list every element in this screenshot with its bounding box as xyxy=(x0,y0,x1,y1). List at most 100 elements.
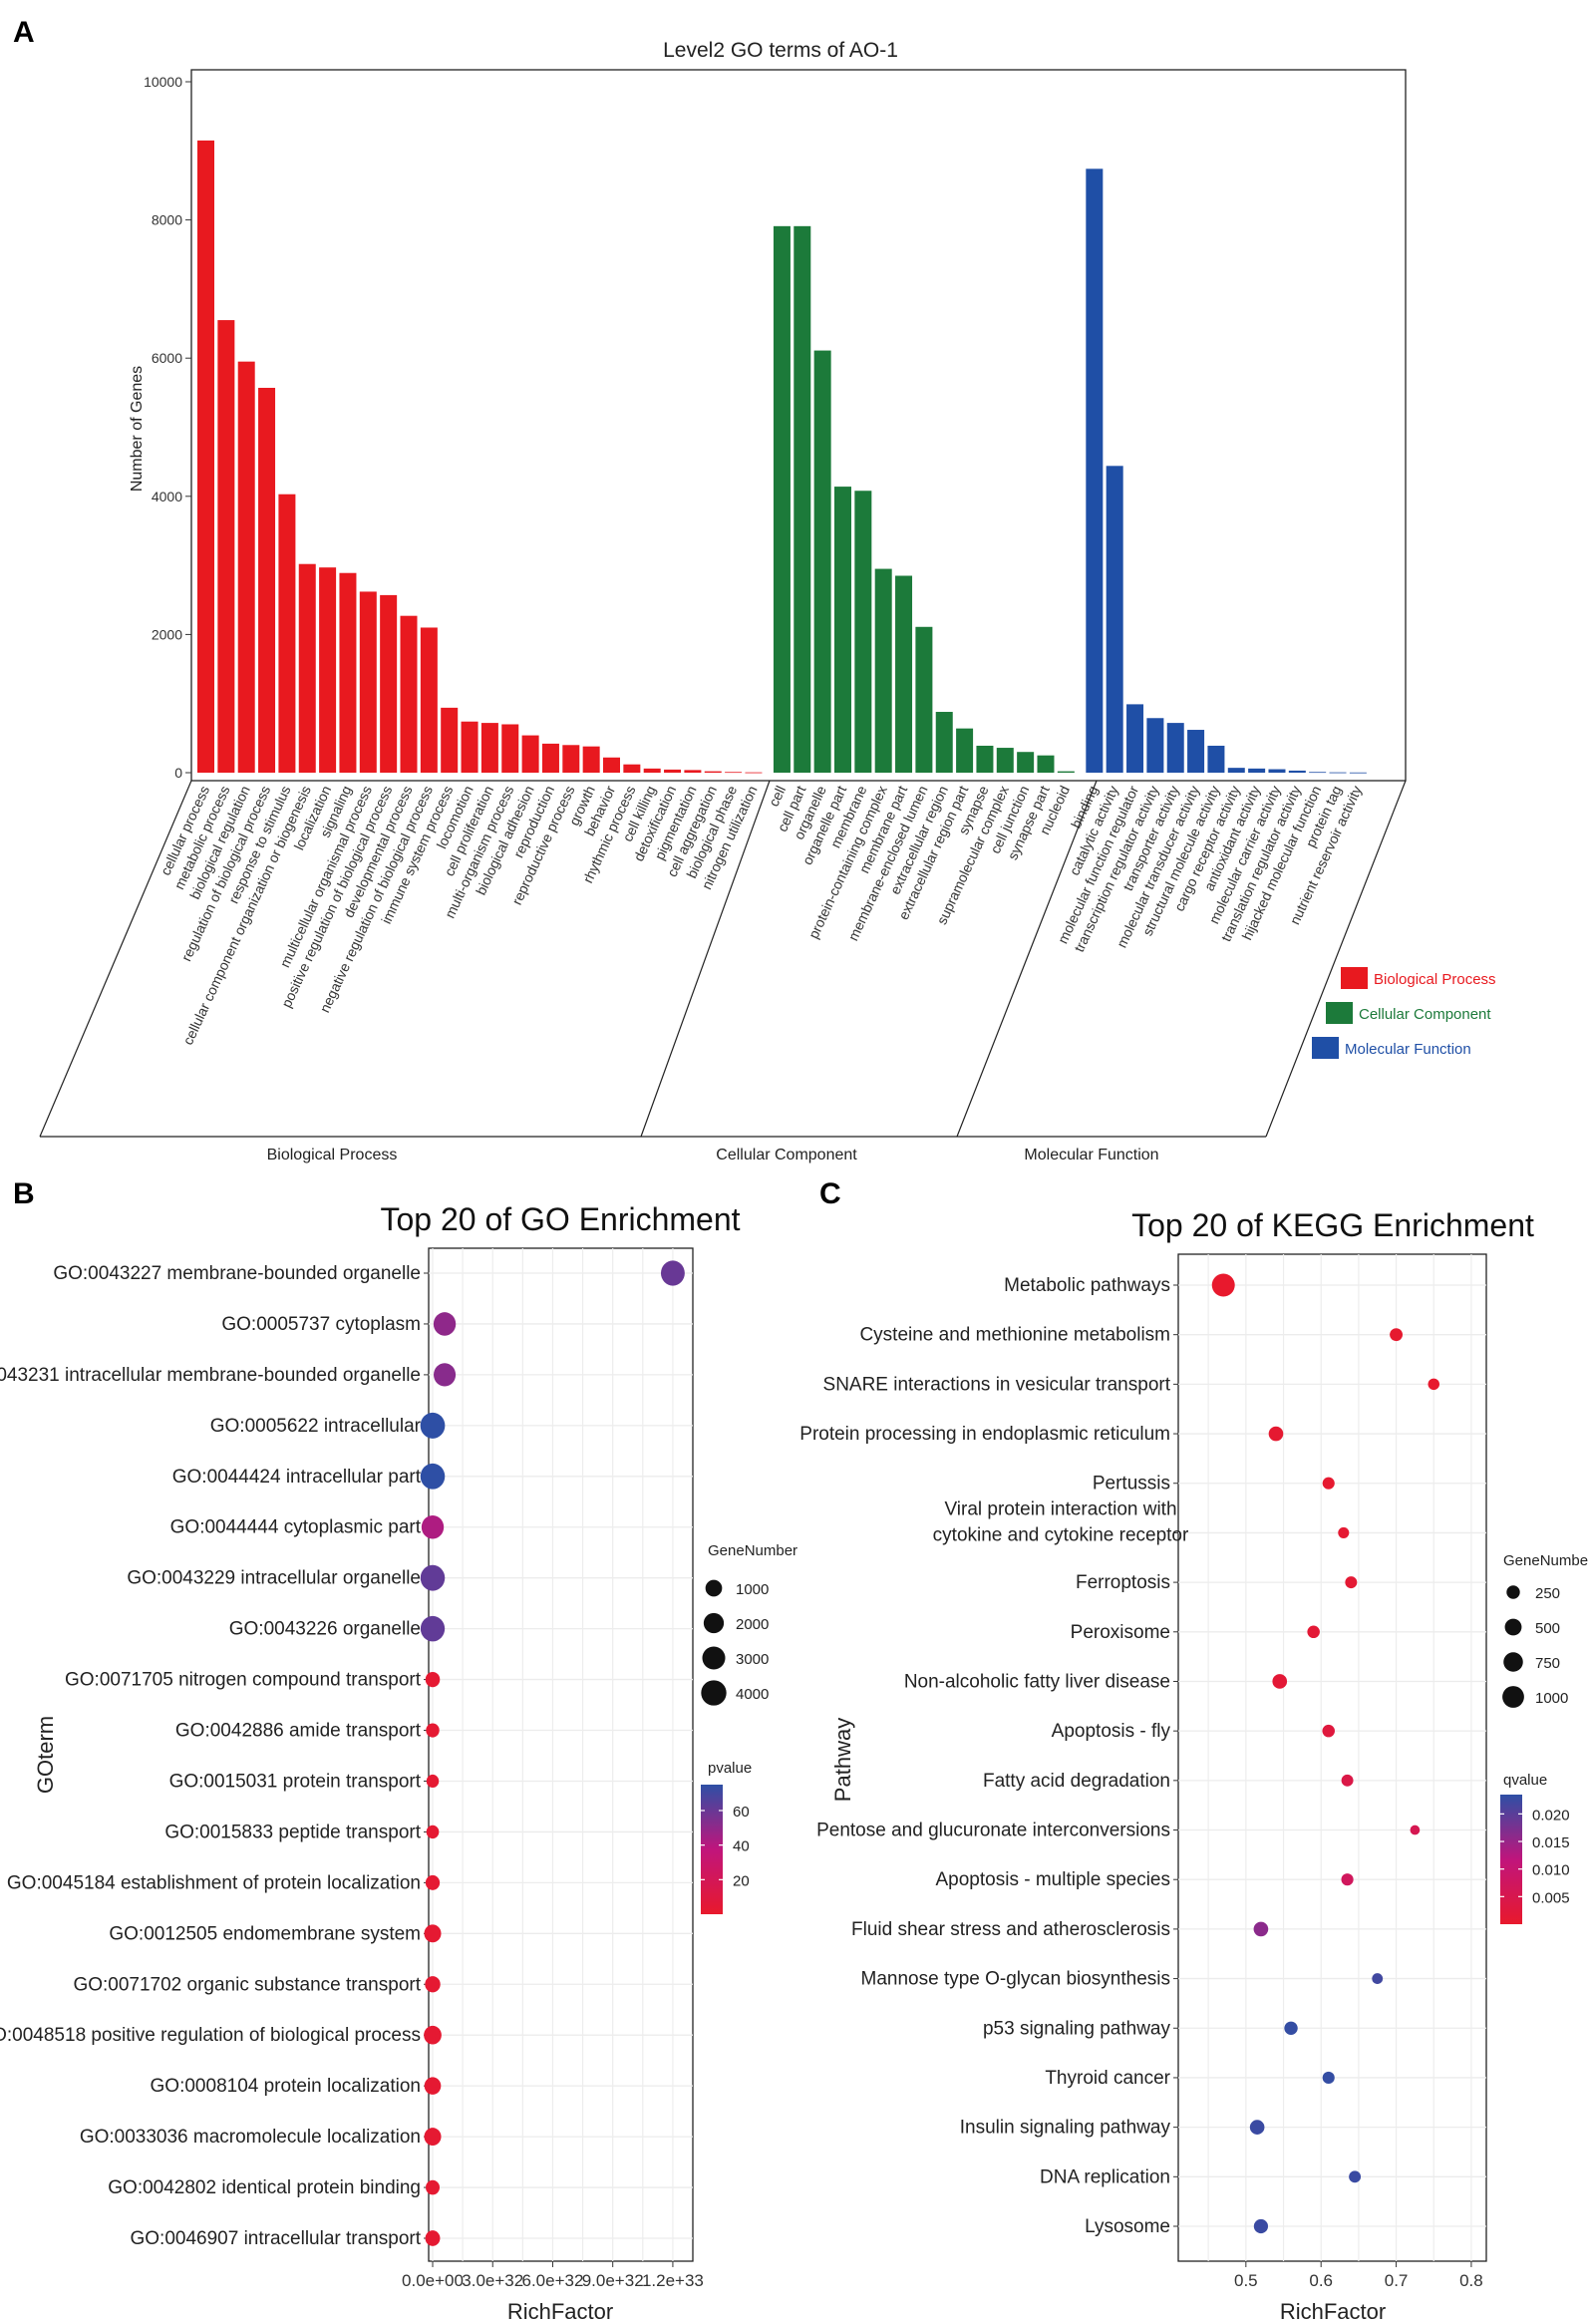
point-go-0008104-protein-localization xyxy=(424,2077,442,2095)
point-apoptosis-fly xyxy=(1322,1724,1335,1738)
chart-b-term-labels: GO:0043227 membrane-bounded organelle GO:… xyxy=(0,1263,429,2249)
point-non-alcoholic-fatty-liver-disease xyxy=(1272,1674,1288,1689)
y-tick-label: 4000 xyxy=(152,489,182,504)
chart-c-points xyxy=(1211,1273,1439,2234)
chart-b-grid xyxy=(429,1248,693,2261)
term-label-go-0043231-intracellular-membrane-bounded-organelle: GO:0043231 intracellular membrane-bounde… xyxy=(0,1365,421,1386)
bar-multi-organism-process xyxy=(501,724,519,773)
chart-b-plot-border xyxy=(428,1247,694,2262)
bar-locomotion xyxy=(461,721,478,773)
bar-membrane-part xyxy=(895,575,913,773)
bar-reproductive-process xyxy=(562,745,580,773)
point-go-0042802-identical-protein-binding xyxy=(426,2179,441,2195)
term-label-go-0046907-intracellular-transport: GO:0046907 intracellular transport xyxy=(131,2228,422,2249)
bar-cargo-receptor-activity xyxy=(1227,768,1245,773)
size-legend-label: 3000 xyxy=(736,1651,769,1668)
bar-structural-molecule-activity xyxy=(1207,745,1225,773)
point-peroxisome xyxy=(1307,1625,1320,1639)
term-label-go-0008104-protein-localization: GO:0008104 protein localization xyxy=(151,2076,421,2097)
chart-b-y-axis-label: GOterm xyxy=(33,1716,58,1794)
term-label-mannose-type-o-glycan-biosynthesis: Mannose type O-glycan biosynthesis xyxy=(861,1969,1171,1990)
kegg-enrichment-bubble-chart: Top 20 of KEGG Enrichment Metabolic path… xyxy=(799,1207,1589,2324)
bar-supramolecular-complex xyxy=(996,748,1014,773)
panel-label-b: B xyxy=(13,1177,35,1210)
point-insulin-signaling-pathway xyxy=(1249,2120,1265,2135)
bar-extracellular-region xyxy=(935,712,953,773)
group-label-biological-process: Biological Process xyxy=(267,1147,398,1163)
bar-nitrogen-utilization xyxy=(745,772,763,774)
y-tick-label: 8000 xyxy=(152,212,182,228)
point-go-0005737-cytoplasm xyxy=(433,1312,457,1336)
term-label-go-0012505-endomembrane-system: GO:0012505 endomembrane system xyxy=(109,1923,421,1944)
legend-label-biological-process: Biological Process xyxy=(1374,971,1496,988)
bar-multicellular-organismal-process xyxy=(359,591,377,773)
bar-nucleoid xyxy=(1057,771,1075,773)
term-label-go-0042802-identical-protein-binding: GO:0042802 identical protein binding xyxy=(108,2177,421,2198)
size-legend-label: 2000 xyxy=(736,1616,769,1633)
point-mannose-type-o-glycan-biosynthesis xyxy=(1372,1973,1384,1984)
point-go-0005622-intracellular xyxy=(420,1412,446,1439)
bar-antioxidant-activity xyxy=(1248,768,1266,773)
color-legend-bar xyxy=(1500,1795,1522,1924)
color-legend-label: 0.010 xyxy=(1532,1862,1570,1879)
point-go-0043231-intracellular-membrane-bounded-organelle xyxy=(434,1363,457,1387)
bar-cellular-process xyxy=(197,140,214,773)
bar-synapse-part xyxy=(1037,755,1055,773)
term-label-lysosome: Lysosome xyxy=(1085,2216,1170,2237)
chart-a-legend: Biological Process Cellular Component Mo… xyxy=(1312,967,1496,1059)
legend-label-molecular-function: Molecular Function xyxy=(1345,1041,1471,1058)
color-legend-label: 0.015 xyxy=(1532,1834,1570,1851)
chart-a-group-frame xyxy=(39,780,1407,1138)
bar-extracellular-region-part xyxy=(956,728,974,773)
term-label-go-0043227-membrane-bounded-organelle: GO:0043227 membrane-bounded organelle xyxy=(53,1263,421,1284)
point-go-0048518-positive-regulation-of-biological-process xyxy=(424,2025,442,2045)
bar-molecular-function-regulator xyxy=(1126,704,1144,773)
point-go-0012505-endomembrane-system xyxy=(424,1924,442,1943)
term-label-go-0044444-cytoplasmic-part: GO:0044444 cytoplasmic part xyxy=(170,1517,422,1538)
chart-b-x-axis-label: RichFactor xyxy=(507,2299,613,2324)
legend-swatch-cellular-component xyxy=(1326,1002,1353,1024)
bar-response-to-stimulus xyxy=(278,494,296,773)
term-label-go-0005622-intracellular: GO:0005622 intracellular xyxy=(210,1416,422,1437)
term-label-go-0015031-protein-transport: GO:0015031 protein transport xyxy=(169,1771,422,1792)
panel-label-c: C xyxy=(819,1177,841,1210)
chart-c-title: Top 20 of KEGG Enrichment xyxy=(1131,1207,1534,1243)
chart-c-color-legend: 0.020 0.015 0.010 0.005 xyxy=(1500,1795,1570,1924)
point-protein-processing-in-endoplasmic-reticulum xyxy=(1268,1426,1284,1442)
bar-signaling xyxy=(339,572,357,773)
bar-cell xyxy=(773,225,791,773)
bar-localization xyxy=(319,567,337,773)
chart-c-plot-border xyxy=(1177,1253,1487,2262)
point-ferroptosis xyxy=(1345,1576,1358,1589)
bar-behavior xyxy=(603,757,620,773)
legend-swatch-biological-process xyxy=(1341,967,1368,989)
term-label-fluid-shear-stress-and-atherosclerosis: Fluid shear stress and atherosclerosis xyxy=(851,1919,1170,1940)
chart-b-points xyxy=(420,1260,685,2246)
y-tick-label: 2000 xyxy=(152,626,182,642)
term-label-viral-protein-interaction-with-cytokine-and-cytokine-receptor: Viral protein interaction with cytokine a… xyxy=(933,1498,1189,1545)
point-p53-signaling-pathway xyxy=(1284,2021,1298,2035)
term-label-go-0015833-peptide-transport: GO:0015833 peptide transport xyxy=(164,1822,421,1842)
bar-molecular-transducer-activity xyxy=(1187,730,1205,773)
chart-c-y-axis-label: Pathway xyxy=(830,1718,855,1802)
point-dna-replication xyxy=(1349,2170,1362,2183)
x-tick-label: 9.0e+32 xyxy=(582,2271,644,2290)
size-legend-dot xyxy=(703,1612,725,1634)
bar-synapse xyxy=(976,745,994,773)
chart-c-size-legend-title: GeneNumber xyxy=(1503,1552,1589,1569)
size-legend-label: 750 xyxy=(1535,1655,1560,1672)
chart-c-color-legend-title: qvalue xyxy=(1503,1772,1547,1789)
bar-binding xyxy=(1086,168,1104,773)
chart-a-y-axis-label: Number of Genes xyxy=(129,366,146,492)
term-label-apoptosis-multiple-species: Apoptosis - multiple species xyxy=(936,1869,1171,1890)
point-go-0042886-amide-transport xyxy=(426,1723,440,1738)
term-label-go-0043226-organelle: GO:0043226 organelle xyxy=(229,1619,421,1640)
chart-b-size-legend: 1000 2000 3000 4000 xyxy=(701,1579,769,1706)
term-label-p53-signaling-pathway: p53 signaling pathway xyxy=(983,2018,1171,2039)
color-legend-bar xyxy=(701,1785,723,1914)
y-tick-label: 0 xyxy=(174,765,182,781)
term-label-snare-interactions-in-vesicular-transport: SNARE interactions in vesicular transpor… xyxy=(823,1374,1171,1395)
size-legend-label: 500 xyxy=(1535,1620,1560,1637)
point-go-0071705-nitrogen-compound-transport xyxy=(425,1671,441,1688)
chart-c-size-legend: 250 500 750 1000 xyxy=(1502,1585,1568,1708)
